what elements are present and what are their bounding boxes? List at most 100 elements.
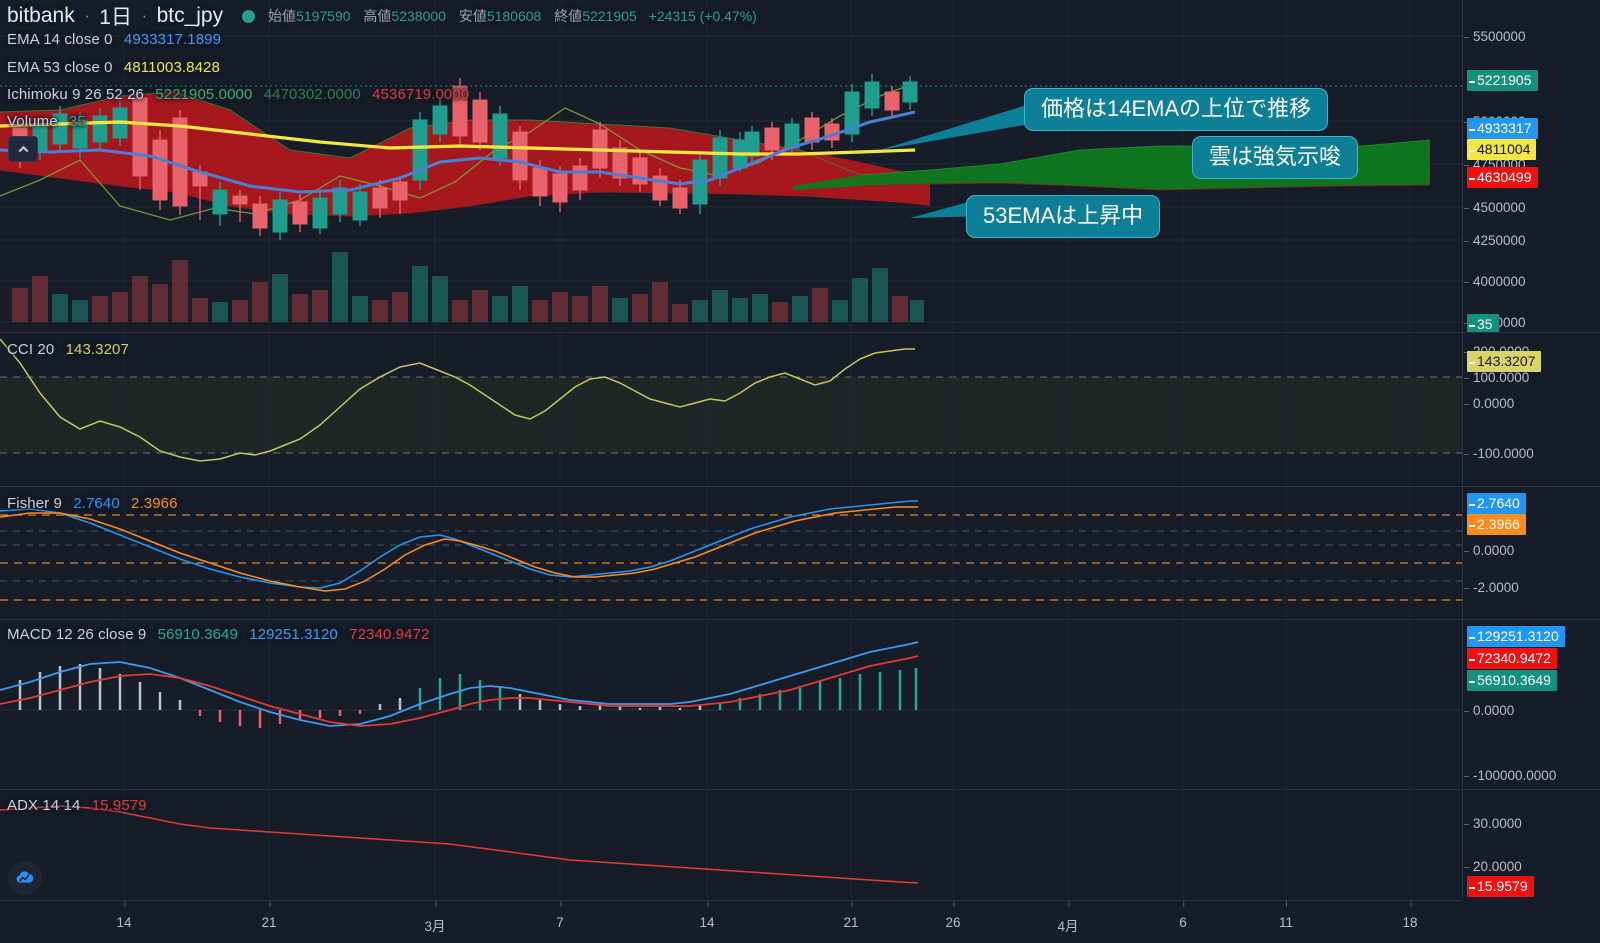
cci-tick: 0.0000 bbox=[1463, 396, 1515, 411]
ema53-line bbox=[0, 120, 916, 156]
price-badge-volume[interactable]: 35 bbox=[1467, 314, 1499, 332]
adx-pane[interactable]: 30.0000 20.0000 15.9579 bbox=[0, 790, 1600, 900]
macd-plot-area[interactable] bbox=[0, 620, 1462, 788]
open-label: 始値 bbox=[268, 8, 297, 24]
macd-axis[interactable]: 0.0000 -100000.0000 129251.3120 72340.94… bbox=[1462, 620, 1600, 788]
price-plot-area[interactable] bbox=[0, 0, 1462, 332]
legend-macd-title: MACD 12 26 close 9 bbox=[7, 626, 147, 643]
ema14-line bbox=[0, 110, 916, 194]
macd-chart-svg bbox=[0, 620, 1462, 788]
legend-ema53-title: EMA 53 close 0 bbox=[7, 59, 113, 76]
macd-badge-hist[interactable]: 56910.3649 bbox=[1467, 670, 1557, 691]
adx-plot-area[interactable] bbox=[0, 790, 1462, 900]
live-dot-icon bbox=[241, 9, 255, 23]
senkou-span-b bbox=[0, 169, 1431, 217]
callout-price-above-ema14[interactable]: 価格は14EMAの上位で推移 bbox=[1024, 88, 1329, 132]
legend-macd[interactable]: MACD 12 26 close 9 56910.3649 129251.312… bbox=[7, 626, 429, 643]
fisher-badge-line[interactable]: 2.7640 bbox=[1467, 493, 1526, 514]
legend-fisher[interactable]: Fisher 9 2.7640 2.3966 bbox=[7, 495, 178, 512]
fisher-pane[interactable]: 0.0000 -2.0000 2.7640 2.3966 bbox=[0, 487, 1600, 618]
time-tick: 4月 bbox=[1057, 901, 1079, 935]
cci-axis[interactable]: 200.0000 100.0000 0.0000 -100.0000 143.3… bbox=[1462, 333, 1600, 485]
legend-cci[interactable]: CCI 20 143.3207 bbox=[7, 341, 129, 358]
legend-macd-value: 129251.3120 bbox=[249, 626, 338, 643]
time-tick: 3月 bbox=[424, 901, 446, 935]
time-tick: 26 bbox=[945, 901, 961, 930]
fisher-axis[interactable]: 0.0000 -2.0000 2.7640 2.3966 bbox=[1462, 487, 1600, 618]
price-pane[interactable]: 5500000 5000000 4750000 4500000 4250000 … bbox=[0, 0, 1600, 332]
fisher-trigger-line bbox=[0, 506, 918, 592]
close-value: 5221905 bbox=[582, 8, 637, 24]
time-tick: 14 bbox=[699, 901, 715, 930]
price-badge-cloud[interactable]: 4630499 bbox=[1467, 167, 1538, 188]
cci-plot-area[interactable] bbox=[0, 333, 1462, 485]
adx-line bbox=[0, 805, 919, 884]
volume-bars bbox=[12, 252, 924, 322]
low-label: 安値 bbox=[458, 8, 487, 24]
fisher-badge-trigger[interactable]: 2.3966 bbox=[1467, 514, 1526, 535]
adx-badge-value[interactable]: 15.9579 bbox=[1467, 876, 1534, 897]
time-tick: 6 bbox=[1179, 901, 1187, 930]
cci-tick: -100.0000 bbox=[1464, 446, 1534, 461]
legend-adx[interactable]: ADX 14 14 15.9579 bbox=[7, 797, 147, 814]
macd-histogram bbox=[18, 664, 918, 728]
legend-volume-title: Volume bbox=[7, 113, 58, 130]
chart-logo[interactable] bbox=[8, 861, 42, 895]
pane-divider bbox=[0, 789, 1600, 790]
pane-divider bbox=[0, 486, 1600, 487]
macd-line bbox=[0, 641, 919, 727]
collapse-pane-button[interactable] bbox=[8, 136, 38, 162]
macd-tick: -100000.0000 bbox=[1463, 768, 1557, 783]
senkou-span-a bbox=[0, 91, 1431, 176]
header-separator: · bbox=[141, 6, 148, 25]
legend-adx-value: 15.9579 bbox=[91, 797, 147, 814]
close-label: 終値 bbox=[554, 8, 583, 24]
symbol-label[interactable]: btc_jpy bbox=[156, 4, 224, 27]
symbol-header[interactable]: bitbank · 1日 · btc_jpy 始値5197590 高値52380… bbox=[7, 1, 757, 31]
legend-ema14-value: 4933317.1899 bbox=[123, 31, 222, 48]
callout-cloud-bullish[interactable]: 雲は強気示唆 bbox=[1192, 136, 1359, 180]
price-badge-ema53[interactable]: 4811004 bbox=[1467, 139, 1537, 160]
price-axis[interactable]: 5500000 5000000 4750000 4500000 4250000 … bbox=[1462, 0, 1600, 332]
macd-pane[interactable]: 0.0000 -100000.0000 129251.3120 72340.94… bbox=[0, 620, 1600, 788]
legend-ichimoku[interactable]: Ichimoku 9 26 52 26 5221905.0000 4470302… bbox=[7, 86, 469, 103]
adx-tick: 20.0000 bbox=[1464, 859, 1522, 874]
cci-badge-value[interactable]: 143.3207 bbox=[1467, 351, 1542, 372]
fisher-tick: -2.0000 bbox=[1464, 580, 1519, 595]
macd-badge-signal[interactable]: 72340.9472 bbox=[1467, 648, 1557, 669]
legend-ichimoku-base: 4470302.0000 bbox=[263, 86, 361, 103]
interval-label[interactable]: 1日 bbox=[99, 6, 132, 29]
cci-line bbox=[0, 338, 915, 462]
price-tick: 4000000 bbox=[1464, 274, 1526, 289]
price-badge-last[interactable]: 5221905 bbox=[1467, 70, 1538, 91]
time-tick: 7 bbox=[556, 901, 564, 930]
time-axis[interactable]: 14 21 3月 7 14 21 26 4月 6 11 18 bbox=[0, 900, 1462, 943]
legend-volume[interactable]: Volume 35 bbox=[7, 113, 86, 130]
cloud-chart-icon bbox=[16, 871, 34, 883]
cci-tick: 100.0000 bbox=[1463, 370, 1530, 385]
pane-divider bbox=[0, 619, 1600, 620]
adx-chart-svg bbox=[0, 790, 1411, 900]
price-tick: 4500000 bbox=[1464, 200, 1526, 215]
legend-ichimoku-span: 4536719.0000 bbox=[372, 86, 470, 103]
legend-adx-title: ADX 14 14 bbox=[7, 797, 81, 814]
legend-ema14[interactable]: EMA 14 close 0 4933317.1899 bbox=[7, 31, 221, 48]
legend-ema53[interactable]: EMA 53 close 0 4811003.8428 bbox=[7, 59, 220, 76]
price-badge-ema14[interactable]: 4933317 bbox=[1467, 118, 1538, 139]
fisher-line bbox=[0, 500, 918, 589]
price-chart-svg bbox=[0, 0, 1462, 332]
callout-ema53-rising[interactable]: 53EMAは上昇中 bbox=[966, 195, 1161, 239]
cci-pane[interactable]: 200.0000 100.0000 0.0000 -100.0000 143.3… bbox=[0, 333, 1600, 485]
legend-ichimoku-title: Ichimoku 9 26 52 26 bbox=[7, 86, 144, 103]
legend-fisher-title: Fisher 9 bbox=[7, 495, 62, 512]
fisher-plot-area[interactable] bbox=[0, 487, 1462, 618]
ohlc-readout: 始値5197590 高値5238000 安値5180608 終値5221905 bbox=[268, 8, 641, 24]
macd-badge-macd[interactable]: 129251.3120 bbox=[1467, 626, 1565, 647]
adx-axis[interactable]: 30.0000 20.0000 15.9579 bbox=[1462, 790, 1600, 900]
exchange-label[interactable]: bitbank bbox=[7, 4, 75, 27]
time-tick: 14 bbox=[116, 901, 132, 930]
high-value: 5238000 bbox=[391, 8, 446, 24]
legend-fisher-trigger: 2.3966 bbox=[131, 495, 178, 512]
header-separator: · bbox=[84, 6, 90, 25]
